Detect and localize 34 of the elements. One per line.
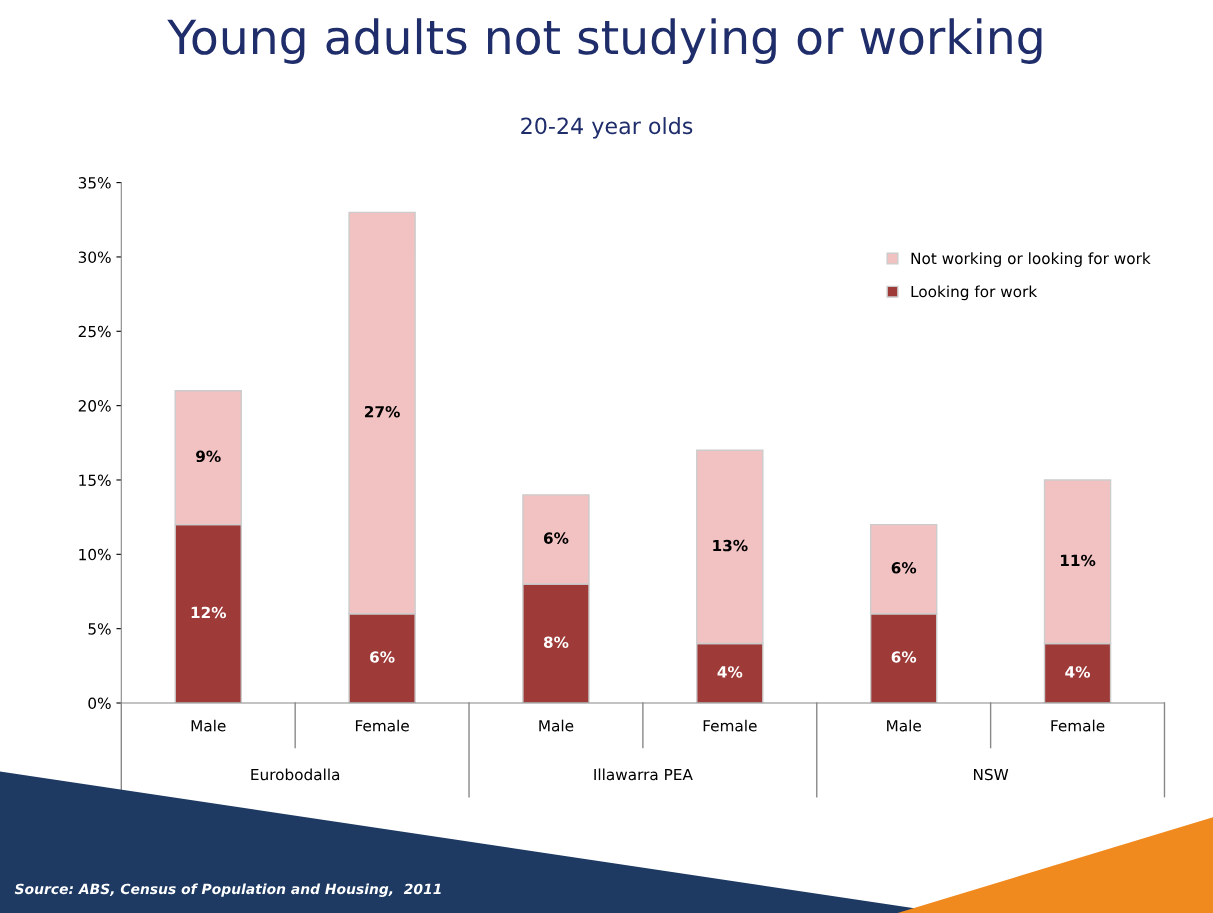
text: Illawarra PEA [594, 768, 693, 781]
y-tick-label: 30% [78, 251, 111, 263]
data-label: 6% [891, 651, 917, 663]
data-label: 8% [543, 636, 569, 648]
y-tick-label: 5% [88, 623, 111, 635]
data-label: 9% [196, 450, 221, 463]
y-tick-label: 25% [78, 325, 111, 338]
x-tick-label: Female [1051, 719, 1105, 732]
data-label: 6% [891, 562, 917, 574]
x-tick-label: Female [703, 719, 757, 732]
y-tick-label: 15% [79, 474, 111, 486]
data-label: 27% [365, 405, 400, 418]
data-label: 11% [1060, 554, 1096, 567]
legend-label: Not working or looking for work [911, 252, 1151, 268]
y-tick-label: 10% [79, 548, 111, 561]
x-tick-label: Male [191, 719, 226, 732]
data-label: 4% [1065, 666, 1091, 678]
text: NSW [974, 768, 1009, 781]
chart-subtitle: 20-24 year olds [521, 117, 693, 139]
legend-label: Looking for work [911, 285, 1038, 301]
chart-title: Young adults not studying or working [167, 18, 1042, 64]
data-label: 12% [191, 606, 227, 619]
data-label: 6% [370, 651, 395, 663]
data-label: 4% [717, 666, 743, 678]
text: Eurobodalla [251, 768, 340, 781]
x-tick-label: Female [355, 719, 409, 732]
y-tick-label: 35% [78, 177, 111, 189]
y-tick-label: 0% [88, 697, 111, 710]
source-note: Source: ABS, Census of Population and Housing, 2011 [14, 883, 441, 897]
x-tick-label: Male [887, 719, 921, 732]
data-label: 13% [713, 539, 748, 552]
x-tick-label: Male [539, 719, 574, 732]
y-tick-label: 20% [78, 400, 111, 412]
data-label: 6% [543, 532, 569, 544]
